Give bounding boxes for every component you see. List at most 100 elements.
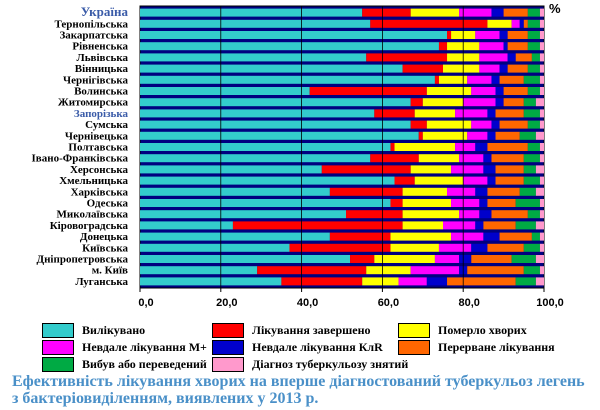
bar-segment-10-1 xyxy=(410,120,427,129)
bar-segment-10-0 xyxy=(140,120,411,129)
bar-segment-9-6 xyxy=(523,109,540,118)
legend-label: Невдале лікування КлR xyxy=(252,340,383,354)
bar-segment-11-7 xyxy=(535,131,544,140)
bar-segment-12-6 xyxy=(527,143,540,151)
bar-segment-9-1 xyxy=(374,109,415,118)
bar-segment-5-5 xyxy=(507,64,528,73)
bar-segment-10-2 xyxy=(426,120,472,129)
bar-segment-15-0 xyxy=(140,176,395,185)
bar-segment-1-7 xyxy=(539,19,544,28)
bar-segment-0-4 xyxy=(491,8,504,17)
bar-segment-7-3 xyxy=(471,87,496,95)
bar-segment-19-2 xyxy=(402,221,443,230)
category-label: Чернігівська xyxy=(63,74,128,86)
bar-segment-13-5 xyxy=(491,154,524,163)
bar-segment-12-4 xyxy=(475,143,488,151)
bar-segment-1-2 xyxy=(487,19,512,28)
bar-segment-20-3 xyxy=(451,232,484,241)
bar-segment-8-3 xyxy=(463,98,496,107)
bar-segment-4-4 xyxy=(507,53,516,62)
bar-segment-11-6 xyxy=(519,131,536,140)
bar-segment-15-3 xyxy=(463,176,488,185)
bar-segment-13-3 xyxy=(459,154,484,163)
bar-segment-13-0 xyxy=(140,154,371,163)
bar-segment-1-4 xyxy=(519,19,524,28)
bar-segment-5-0 xyxy=(140,64,403,73)
bar-segment-8-0 xyxy=(140,98,411,107)
bar-segment-8-1 xyxy=(410,98,423,107)
bar-segment-7-6 xyxy=(527,87,540,95)
x-tick-label: 0,0 xyxy=(138,297,153,309)
bar-segment-21-0 xyxy=(140,243,290,252)
category-label: Вінницька xyxy=(75,63,129,75)
bar-segment-23-0 xyxy=(140,266,258,275)
bar-segment-1-6 xyxy=(527,19,540,28)
bar-segment-2-7 xyxy=(539,31,544,39)
bar-segment-22-6 xyxy=(511,255,536,263)
bar-segment-1-5 xyxy=(523,19,528,28)
bar-segment-20-6 xyxy=(531,232,540,241)
legend-item: Лікування завершено xyxy=(212,323,371,338)
x-tick-label: 20,0 xyxy=(216,297,237,309)
bar-segment-9-7 xyxy=(539,109,544,118)
bar-segment-7-4 xyxy=(495,87,504,95)
bar-segment-2-6 xyxy=(527,31,540,39)
bar-segment-12-7 xyxy=(539,143,544,151)
legend-item: Померло хворих xyxy=(398,323,527,338)
bar-segment-7-0 xyxy=(140,87,310,95)
bar-segment-16-5 xyxy=(487,187,520,196)
bar-segment-0-1 xyxy=(362,8,411,17)
bar-segment-5-7 xyxy=(539,64,544,73)
category-label: Дніпропетровська xyxy=(37,254,129,266)
bar-segment-9-3 xyxy=(455,109,488,118)
bar-segment-19-1 xyxy=(232,221,403,230)
legend-label: Вибув або переведений xyxy=(82,357,207,371)
bar-segment-11-1 xyxy=(418,131,423,140)
bar-segment-2-5 xyxy=(507,31,528,39)
bar-segment-8-7 xyxy=(535,98,544,107)
bar-segment-9-2 xyxy=(414,109,456,118)
bar-segment-8-4 xyxy=(495,98,504,107)
bar-segment-10-4 xyxy=(491,120,500,129)
bar-segment-2-4 xyxy=(499,31,508,39)
legend-swatch xyxy=(212,357,244,372)
bar-segment-13-6 xyxy=(523,154,540,163)
bar-segment-11-5 xyxy=(495,131,520,140)
bar-segment-10-5 xyxy=(499,120,528,129)
bar-segment-11-2 xyxy=(422,131,468,140)
legend-label: Діагноз туберкульозу знятий xyxy=(252,357,409,371)
bar-segment-5-1 xyxy=(402,64,443,73)
bar-segment-5-6 xyxy=(527,64,540,73)
bar-segment-24-0 xyxy=(140,277,282,286)
bar-segment-12-5 xyxy=(487,143,528,151)
category-label: Львівська xyxy=(77,52,129,64)
bar-segment-12-3 xyxy=(455,143,476,151)
bar-segment-16-0 xyxy=(140,187,330,196)
legend-swatch xyxy=(398,323,430,338)
bar-segment-4-3 xyxy=(479,53,508,62)
legend-label: Перерване лікування xyxy=(438,340,555,354)
bar-segment-17-4 xyxy=(479,199,488,207)
category-label: Рівненська xyxy=(72,41,128,53)
bar-segment-17-3 xyxy=(451,199,480,207)
bar-segment-19-0 xyxy=(140,221,233,230)
bar-segment-23-1 xyxy=(257,266,367,275)
bar-segment-21-5 xyxy=(487,243,524,252)
bar-segment-20-1 xyxy=(329,232,391,241)
bar-segment-7-1 xyxy=(309,87,427,95)
bar-segment-10-7 xyxy=(539,120,544,129)
legend-item: Невдале лікування М+ xyxy=(42,340,207,355)
bar-segment-18-0 xyxy=(140,210,347,219)
bar-segment-7-2 xyxy=(426,87,472,95)
category-label: м. Київ xyxy=(92,265,128,277)
category-label: Тернопільська xyxy=(54,18,128,30)
bar-segment-16-4 xyxy=(475,187,488,196)
x-tick-label: 40,0 xyxy=(297,297,318,309)
bar-segment-21-2 xyxy=(390,243,439,252)
legend-swatch xyxy=(42,323,74,338)
bar-segment-15-1 xyxy=(394,176,415,185)
bar-segment-12-0 xyxy=(140,143,391,151)
bar-segment-19-7 xyxy=(535,221,544,230)
bar-segment-14-0 xyxy=(140,165,322,174)
bar-segment-20-7 xyxy=(539,232,544,241)
